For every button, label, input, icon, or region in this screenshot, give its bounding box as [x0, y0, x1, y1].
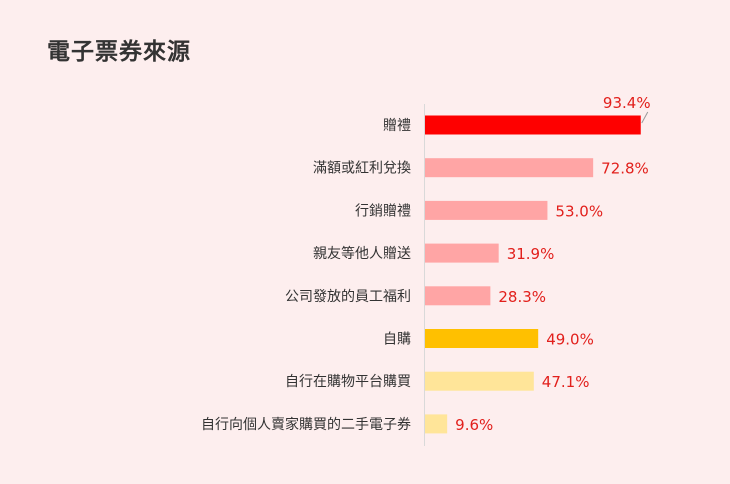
page-title: 電子票券來源: [47, 39, 191, 65]
category-label: 行銷贈禮: [355, 203, 411, 219]
category-label: 滿額或紅利兌換: [313, 161, 411, 177]
category-label: 親友等他人贈送: [313, 245, 411, 262]
bar: [425, 115, 641, 135]
value-label: 9.6%: [455, 416, 493, 434]
bar: [425, 286, 491, 306]
value-label: 53.0%: [555, 202, 603, 220]
bar: [425, 200, 548, 220]
bar: [425, 414, 448, 434]
category-label: 自行向個人賣家購買的二手電子券: [201, 416, 411, 433]
category-label: 自購: [383, 332, 411, 348]
category-label: 公司發放的員工福利: [285, 289, 411, 305]
value-callout-line: [641, 111, 649, 124]
value-label: 31.9%: [507, 245, 555, 263]
category-label: 贈禮: [383, 118, 411, 134]
bar: [425, 371, 534, 391]
value-label: 47.1%: [542, 373, 590, 391]
value-label: 28.3%: [498, 288, 546, 306]
value-label: 49.0%: [546, 331, 594, 349]
bar: [425, 158, 594, 178]
bar: [425, 329, 539, 348]
category-label: 自行在購物平台購買: [285, 374, 411, 390]
value-label: 93.4%: [603, 94, 651, 112]
bar: [425, 243, 499, 263]
value-label: 72.8%: [601, 160, 649, 178]
